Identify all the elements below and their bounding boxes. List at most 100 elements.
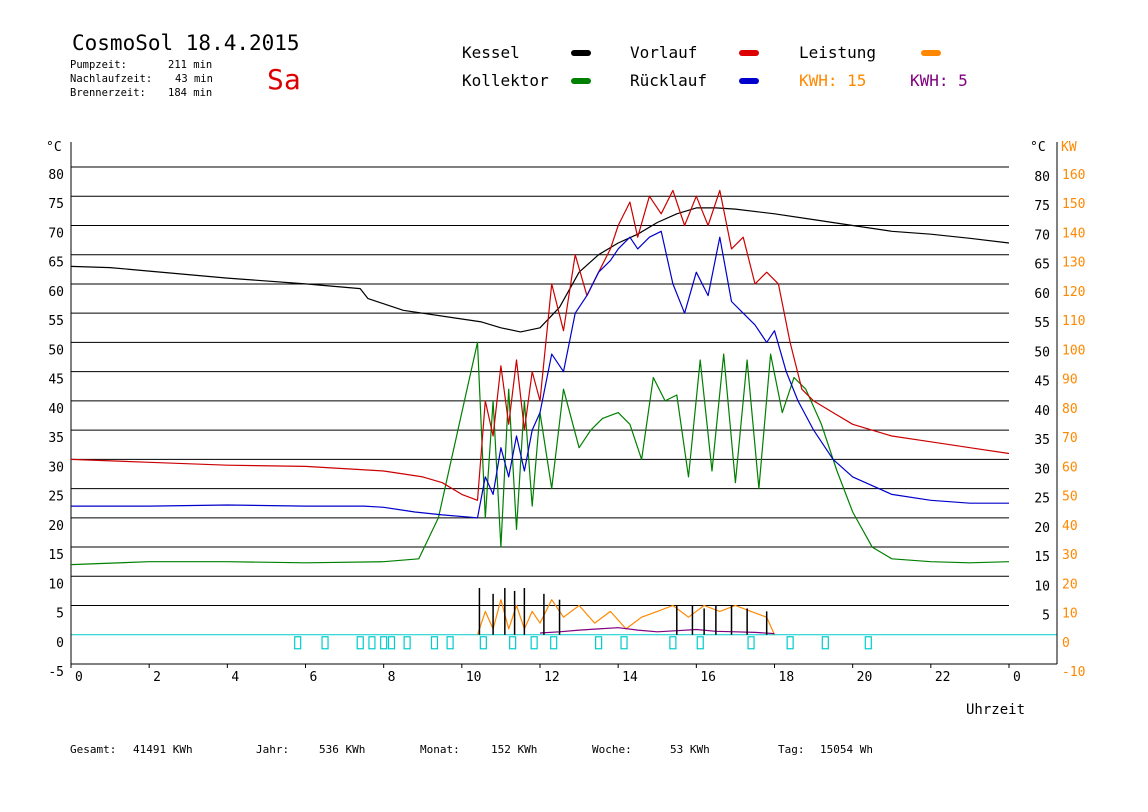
y-tick-label-right: 45 (1034, 375, 1050, 390)
pump-marker (696, 636, 704, 650)
week-label: Woche: (592, 743, 632, 756)
month-label: Monat: (420, 743, 460, 756)
y-tick-label-right: 75 (1034, 199, 1050, 214)
y-tick-label-left: 35 (48, 431, 64, 446)
pump-marker (786, 636, 794, 650)
y-tick-label-right: 10 (1034, 579, 1050, 594)
y-tick-label-kw: 150 (1062, 197, 1085, 212)
y-tick-label-kw: 50 (1062, 490, 1078, 505)
x-tick-label: 14 (622, 670, 638, 685)
y-tick-label-kw: 0 (1062, 636, 1070, 651)
after-label: Nachlaufzeit: (70, 73, 152, 85)
pump-label: Pumpzeit: (70, 59, 127, 71)
total-label: Gesamt: (70, 743, 116, 756)
legend-ruecklauf-label: Rücklauf (630, 71, 707, 90)
legend-kwh1: KWH: 15 (799, 71, 866, 90)
y-tick-label-kw: 110 (1062, 314, 1085, 329)
after-value: 43 min (175, 73, 213, 85)
week-value: 53 KWh (670, 743, 710, 756)
y-tick-label-kw: 40 (1062, 519, 1078, 534)
legend-ruecklauf-swatch (739, 78, 759, 84)
y-tick-label-left: 10 (48, 577, 64, 592)
y-tick-label-kw: 80 (1062, 402, 1078, 417)
y-tick-label-left: 25 (48, 490, 64, 505)
y-tick-label-left: 40 (48, 402, 64, 417)
pump-marker (430, 636, 439, 650)
y-tick-label-left: 55 (48, 314, 64, 329)
legend-kessel-swatch (571, 50, 591, 56)
pump-marker (530, 636, 538, 650)
y-axis-label-right: °C (1030, 140, 1046, 155)
y-tick-label-kw: 130 (1062, 256, 1085, 271)
day-total-value: 15054 Wh (820, 743, 873, 756)
y-tick-label-kw: 160 (1062, 168, 1085, 183)
tick-labels: 0 2 4 6 8 10 12 14 16 18 20 22 080757065605550454035… (48, 168, 1085, 685)
y-tick-label-kw: 140 (1062, 226, 1085, 241)
y-tick-label-left: 30 (48, 460, 64, 475)
y-tick-label-right: 60 (1034, 287, 1050, 302)
series-line-kessel (70, 207, 1010, 333)
y-tick-label-left: 20 (48, 519, 64, 534)
x-axis-label: Uhrzeit (966, 702, 1025, 718)
pump-marker (595, 636, 603, 650)
y-tick-label-right: 50 (1034, 345, 1050, 360)
pump-marker (864, 636, 872, 650)
legend-kwh2: KWH: 5 (910, 71, 968, 90)
pump-marker (550, 636, 558, 650)
y-tick-label-right: 70 (1034, 228, 1050, 243)
y-tick-label-right: 15 (1034, 550, 1050, 565)
grid (70, 142, 1058, 668)
pump-marker (479, 636, 487, 650)
pump-marker (620, 636, 628, 650)
year-label: Jahr: (256, 743, 289, 756)
y-tick-label-left: 60 (48, 285, 64, 300)
pump-marker (669, 636, 677, 650)
x-tick-label: 18 (779, 670, 795, 685)
series-line-kollektor (70, 341, 1010, 566)
pump-marker (509, 636, 517, 650)
x-tick-label: 0 (75, 670, 83, 685)
x-tick-label: 12 (544, 670, 560, 685)
x-tick-label: 22 (935, 670, 951, 685)
pump-marker (446, 636, 454, 650)
y-tick-label-left: 0 (56, 636, 64, 651)
series-layer (70, 189, 1010, 650)
legend-kessel-label: Kessel (462, 43, 520, 62)
pump-marker (380, 636, 388, 650)
y-tick-label-left: 65 (48, 256, 64, 271)
y-tick-label-left: 45 (48, 373, 64, 388)
legend-leistung-label: Leistung (799, 43, 876, 62)
x-tick-label: 4 (231, 670, 239, 685)
year-value: 536 KWh (319, 743, 365, 756)
series-line-kwh-5 (539, 627, 775, 635)
pump-marker (368, 636, 376, 650)
legend-leistung-swatch (921, 50, 941, 56)
pump-marker (403, 636, 411, 650)
legend-vorlauf-label: Vorlauf (630, 43, 697, 62)
y-tick-label-right: 40 (1034, 404, 1050, 419)
x-tick-label: 10 (466, 670, 482, 685)
y-tick-label-kw: 120 (1062, 285, 1085, 300)
y-tick-label-right: 65 (1034, 258, 1050, 273)
pump-marker (321, 636, 329, 650)
x-tick-label: 2 (153, 670, 161, 685)
chart-title: CosmoSol 18.4.2015 (72, 31, 300, 55)
day-label: Sa (267, 63, 301, 96)
y-tick-label-kw: 100 (1062, 343, 1085, 358)
pump-marker (294, 636, 302, 650)
y-tick-label-kw: -10 (1062, 665, 1085, 680)
burner-value: 184 min (168, 87, 212, 99)
x-tick-label: 8 (388, 670, 396, 685)
y-tick-label-left: 75 (48, 197, 64, 212)
day-total-label: Tag: (778, 743, 805, 756)
y-tick-label-kw: 90 (1062, 373, 1078, 388)
y-tick-label-right: 5 (1042, 609, 1050, 624)
pump-marker (821, 636, 829, 650)
y-tick-label-left: -5 (48, 665, 64, 680)
y-tick-label-kw: 20 (1062, 577, 1078, 592)
y-tick-label-right: 35 (1034, 433, 1050, 448)
pump-value: 211 min (168, 59, 212, 71)
y-tick-label-right: 55 (1034, 316, 1050, 331)
pump-marker (747, 636, 755, 650)
y-tick-label-left: 15 (48, 548, 64, 563)
